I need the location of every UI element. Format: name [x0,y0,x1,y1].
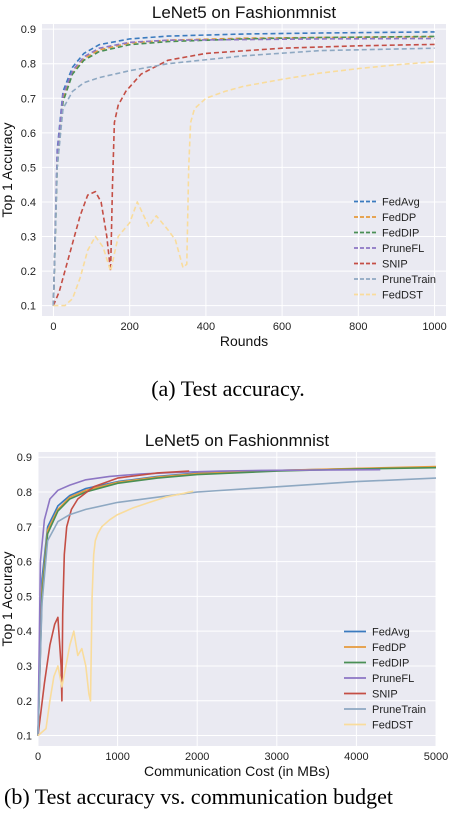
x-axis-label: Communication Cost (in MBs) [144,763,330,779]
series-line-prunefl [52,37,435,306]
y-tick-label: 0.2 [17,696,32,708]
legend-label-prunefl: PruneFL [382,243,424,255]
legend-label-feddip: FedDIP [372,658,409,670]
caption-a: (a) Test accuracy. [151,376,305,401]
y-tick-label: 0.3 [21,232,36,244]
y-tick-label: 0.4 [21,197,36,209]
y-tick-label: 0.2 [21,266,36,278]
y-tick-label: 0.9 [17,452,32,464]
x-tick-label: 200 [120,321,138,333]
legend-label-fedavg: FedAvg [382,197,420,209]
x-tick-label: 600 [273,321,291,333]
x-tick-label: 0 [35,751,41,763]
chart-title: LeNet5 on Fashionmnist [145,431,330,450]
plot-area [42,24,446,316]
y-tick-label: 0.6 [17,557,32,569]
x-tick-label: 3000 [265,751,289,763]
y-tick-label: 0.4 [17,626,32,638]
y-tick-label: 0.5 [17,591,32,603]
y-tick-label: 0.8 [17,487,32,499]
series-line-prunefl [37,468,381,736]
x-tick-label: 5000 [424,751,448,763]
series-line-feddst [53,60,435,307]
x-tick-label: 800 [349,321,367,333]
legend: FedAvg FedDP FedDIP PruneFL SNIP PruneTrain Fe… [344,627,426,732]
y-axis-label: Top 1 Accuracy [0,552,15,647]
y-tick-label: 0.9 [21,24,36,36]
x-tick-label: 400 [197,321,215,333]
y-tick-label: 0.7 [21,93,36,105]
plot-area [38,452,436,746]
chart-test-accuracy: 0 200 400 600 800 1000 0.1 0.2 0.3 0.4 0.5 0.6 0.7 0.… [0,3,447,349]
series-line-prunetrain [52,47,435,306]
legend-label-prunefl: PruneFL [372,673,414,685]
chart-accuracy-vs-communication: 0 1000 2000 3000 4000 5000 0.1 0.2 0.3 0.4 0.5 0.6 0… [0,431,448,779]
series-line-snip [37,470,190,736]
legend-label-prunetrain: PruneTrain [372,704,426,716]
x-tick-label: 4000 [344,751,368,763]
legend-label-feddip: FedDIP [382,228,419,240]
y-tick-label: 0.1 [17,731,32,743]
series-line-snip [52,43,435,306]
legend-label-snip: SNIP [372,689,398,701]
y-axis-label: Top 1 Accuracy [0,123,15,218]
x-tick-label: 1000 [105,751,129,763]
x-tick-label: 2000 [185,751,209,763]
legend-label-snip: SNIP [382,259,408,271]
y-tick-label: 0.5 [21,162,36,174]
chart-title: LeNet5 on Fashionmnist [152,3,337,22]
x-tick-label: 0 [50,321,56,333]
legend-label-feddst: FedDST [382,290,423,302]
series-line-feddst [37,490,194,737]
y-tick-label: 0.6 [21,128,36,140]
series-line-feddip [52,35,435,306]
legend-label-prunetrain: PruneTrain [382,274,436,286]
caption-b: (b) Test accuracy vs. communication budg… [4,784,394,809]
legend-label-feddp: FedDP [372,642,406,654]
y-tick-label: 0.1 [21,301,36,313]
legend: FedAvg FedDP FedDIP PruneFL SNIP PruneTrain Fe… [354,197,436,302]
legend-label-fedavg: FedAvg [372,627,410,639]
series-line-prunetrain [37,477,437,736]
y-tick-label: 0.7 [17,522,32,534]
x-tick-label: 1000 [422,321,446,333]
legend-label-feddp: FedDP [382,212,416,224]
x-axis-label: Rounds [220,333,268,349]
legend-label-feddst: FedDST [372,720,413,732]
y-tick-label: 0.8 [21,59,36,71]
y-tick-label: 0.3 [17,661,32,673]
